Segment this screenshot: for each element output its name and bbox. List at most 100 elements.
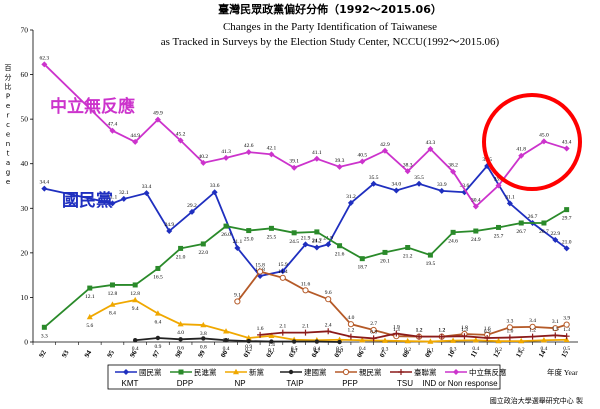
data-label: 35.5: [369, 175, 379, 181]
data-point: [288, 369, 294, 375]
data-label: 22.9: [550, 231, 560, 237]
data-label: 21.0: [176, 254, 186, 260]
x-tick-label: 01: [242, 349, 253, 359]
data-point: [450, 168, 457, 175]
data-point: [540, 337, 547, 343]
data-label: 20.1: [380, 258, 390, 264]
data-label: 24.9: [164, 222, 174, 228]
data-point: [314, 339, 320, 344]
data-point: [473, 228, 479, 234]
data-label: 21.2: [403, 254, 413, 260]
data-point: [472, 337, 479, 343]
series-np: 5.68.49.46.44.03.82.40.91.40.50.40.50.40…: [86, 296, 570, 354]
y-tick-label: 50: [21, 115, 29, 124]
x-tick-label: 97: [151, 349, 162, 359]
data-point: [495, 182, 502, 189]
data-label: 24.7: [312, 238, 322, 244]
x-tick-label: 10: [446, 349, 457, 359]
highlight-circle: [482, 93, 582, 191]
x-tick-label: 03: [287, 349, 298, 359]
data-label: 33.4: [142, 184, 152, 190]
x-tick-label: 96: [128, 349, 139, 359]
data-point: [472, 203, 479, 210]
data-label: 22.0: [199, 250, 209, 256]
series-ind-or-non-response: 62.3 47.4 44.9 49.9 45.2 40.2 41.3 42.6 42.1 39.1…: [40, 55, 572, 210]
data-point: [120, 195, 127, 202]
data-point: [398, 369, 404, 375]
data-label: 18.7: [357, 265, 367, 271]
data-label: 0.8: [200, 344, 207, 350]
data-label: 24.6: [448, 238, 458, 244]
data-point: [246, 228, 252, 234]
data-point: [453, 369, 459, 375]
data-point: [279, 329, 286, 336]
data-point: [552, 236, 559, 243]
legend-label-zh: 親民黨: [359, 367, 382, 377]
data-point: [302, 329, 309, 336]
data-label: 1.3: [393, 327, 400, 333]
legend-label-zh: 民進黨: [194, 367, 217, 377]
data-label: 24.5: [289, 239, 299, 245]
legend-label-en: KMT: [122, 379, 139, 388]
data-point: [178, 245, 184, 251]
data-point: [291, 164, 298, 171]
x-tick-label: 95: [106, 349, 117, 359]
data-point: [234, 298, 241, 305]
data-point: [200, 159, 207, 166]
data-label: 31.1: [505, 194, 515, 200]
data-label: 1.4: [268, 342, 275, 348]
data-label: 2.1: [279, 324, 286, 330]
y-axis-label-char: a: [6, 159, 10, 167]
data-label: 31.2: [346, 194, 356, 200]
data-label: 41.1: [312, 150, 322, 156]
data-point: [381, 147, 388, 154]
data-point: [416, 333, 423, 340]
data-point: [291, 339, 297, 344]
data-label: 62.3: [40, 55, 50, 61]
x-tick-label: 92: [37, 349, 48, 359]
data-point: [223, 154, 230, 161]
data-point: [154, 310, 161, 316]
series-line: [236, 270, 567, 338]
data-label: 1.9: [393, 325, 400, 331]
data-label: 29.2: [187, 203, 197, 209]
series-layer: 34.431.132.133.424.929.233.621.114.815.9…: [40, 55, 572, 354]
data-label: 19.5: [426, 261, 436, 267]
data-label: 9.4: [132, 306, 139, 312]
legend-label-en: DPP: [177, 379, 193, 388]
data-point: [233, 368, 239, 375]
x-tick-label: 13: [514, 349, 525, 359]
data-point: [496, 224, 502, 230]
data-point: [268, 225, 274, 231]
x-tick-label: 98: [174, 349, 185, 359]
data-point: [552, 332, 559, 339]
y-tick-label: 30: [21, 204, 29, 213]
data-point: [563, 321, 570, 328]
chart-title-zh: 臺灣民眾政黨偏好分佈（1992～2015.06）: [218, 2, 442, 16]
annotation-ind: 中立無反應: [50, 96, 135, 117]
data-label: 3.3: [41, 333, 48, 339]
data-point: [223, 338, 229, 343]
data-label: 1.6: [484, 326, 491, 332]
credit-text: 國立政治大學選舉研究中心 製: [490, 396, 583, 405]
data-point: [256, 268, 264, 275]
data-label: 15.9: [278, 262, 288, 268]
data-label: 5.6: [86, 323, 93, 329]
data-point: [313, 244, 320, 251]
data-point: [313, 155, 320, 162]
data-point: [506, 200, 513, 207]
data-point: [325, 296, 332, 303]
data-label: 1.0: [506, 329, 513, 335]
data-label: 49.9: [153, 111, 163, 117]
data-point: [41, 185, 48, 192]
x-tick-label: 09: [423, 349, 434, 359]
series-taip: 0.4 0.9 0.6 0.8 0.4 0.2 0.1 0.1 0.1 0.0: [132, 335, 343, 354]
data-point: [370, 335, 377, 342]
data-point: [325, 328, 332, 335]
data-point: [337, 243, 343, 249]
data-label: 26.0: [221, 232, 231, 238]
data-label: 26.7: [516, 229, 526, 235]
